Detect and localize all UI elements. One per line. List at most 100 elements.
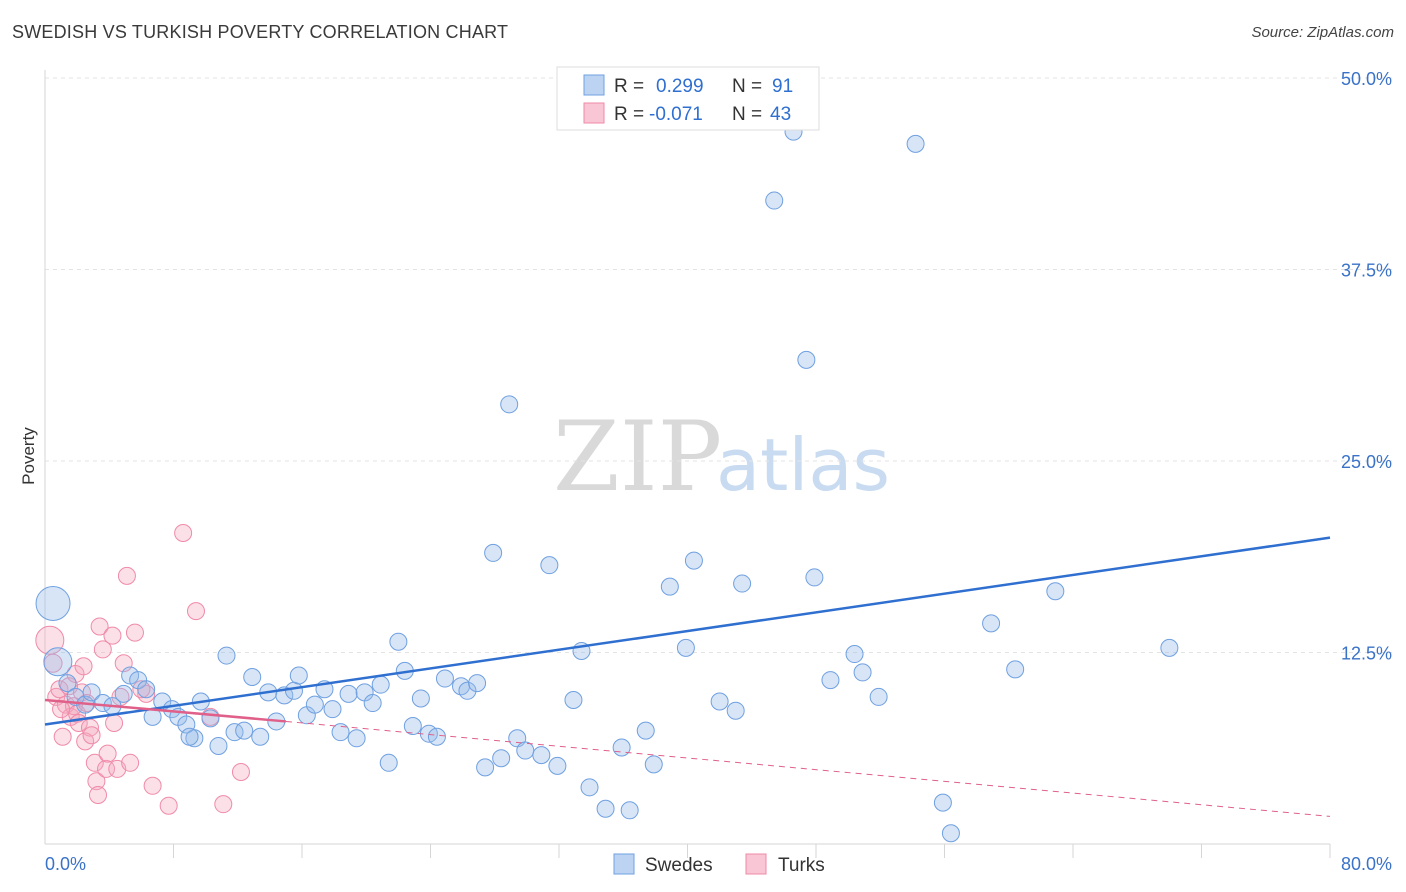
series-legend-swatch-swedes (613, 853, 635, 875)
swedes-point (941, 824, 960, 843)
turks-point (87, 772, 106, 791)
turks-point (53, 727, 72, 746)
swedes-point (347, 729, 366, 748)
swedes-point (1006, 660, 1025, 679)
swedes-point (476, 758, 495, 777)
series-legend-swatch-turks (745, 853, 767, 875)
swedes-point (217, 646, 236, 665)
swedes-point (933, 793, 952, 812)
swedes-point (733, 574, 752, 593)
swedes-point (339, 684, 358, 703)
legend-swatch-turks (583, 102, 605, 124)
x-tick-marks (173, 844, 1331, 858)
swedes-point (93, 694, 112, 713)
legend-n-label-swedes: N = (732, 76, 762, 97)
swedes-point (235, 721, 254, 740)
turks-point (74, 657, 93, 676)
y-tick-label-2: 37.5% (1341, 261, 1392, 281)
swedes-point (500, 395, 519, 414)
swedes-point (331, 723, 350, 742)
swedes-point (289, 666, 308, 685)
legend-r-value-turks: -0.071 (649, 104, 703, 125)
swedes-point (548, 756, 567, 775)
swedes-point (580, 778, 599, 797)
legend-n-label-turks: N = (732, 104, 762, 125)
series-legend: Swedes Turks (613, 853, 825, 876)
swedes-point (180, 727, 199, 746)
swedes-point (371, 675, 390, 694)
swedes-point (492, 749, 511, 768)
turks-point (90, 617, 109, 636)
watermark-atlas: atlas (716, 423, 890, 507)
turks-point (103, 626, 122, 645)
swedes-point (765, 191, 784, 210)
swedes-point (389, 632, 408, 651)
turks-point (89, 785, 108, 804)
legend-r-label-turks: R = (614, 104, 644, 125)
swedes-point (684, 551, 703, 570)
turks-point (85, 753, 104, 772)
swedes-point (484, 543, 503, 562)
turks-point (159, 796, 178, 815)
swedes-trend-line (44, 536, 1331, 726)
legend-n-value-swedes: 91 (772, 76, 793, 97)
swedes-point (982, 614, 1001, 633)
turks-point (82, 726, 101, 745)
swedes-point (58, 674, 77, 693)
swedes-point (596, 799, 615, 818)
grid-lines (45, 77, 1392, 653)
x-tick-label-min: 0.0% (45, 854, 86, 874)
swedes-point (435, 669, 454, 688)
legend-n-value-turks: 43 (770, 104, 791, 125)
watermark-zip: ZIP (553, 401, 722, 513)
y-tick-label-3: 50.0% (1341, 69, 1392, 89)
swedes-point (906, 134, 925, 153)
turks-point (117, 566, 136, 585)
swedes-point (726, 701, 745, 720)
turks-point (52, 700, 71, 719)
y-tick-label-0: 12.5% (1341, 644, 1392, 664)
swedes-point (305, 695, 324, 714)
swedes-point (821, 671, 840, 690)
swedes-point (458, 681, 477, 700)
swedes-point (35, 585, 71, 621)
x-tick-label-max: 80.0% (1341, 854, 1392, 874)
swedes-point (209, 736, 228, 755)
legend-r-label-swedes: R = (614, 76, 644, 97)
swedes-point (468, 674, 487, 693)
turks-point (174, 524, 193, 543)
swedes-point (612, 738, 631, 757)
swedes-point (363, 694, 382, 713)
series-legend-label-turks: Turks (778, 855, 825, 876)
swedes-point (869, 687, 888, 706)
swedes-point (284, 681, 303, 700)
swedes-point (564, 690, 583, 709)
swedes-point (532, 746, 551, 765)
legend-r-value-swedes: 0.299 (656, 76, 704, 97)
swedes-point (379, 753, 398, 772)
legend-swatch-swedes (583, 74, 605, 96)
swedes-point (243, 668, 262, 687)
turks-point (143, 776, 162, 795)
swedes-point (516, 741, 535, 760)
turks-point (214, 795, 233, 814)
swedes-point (1046, 582, 1065, 601)
y-axis-label: Poverty (19, 427, 38, 485)
swedes-point (853, 663, 872, 682)
swedes-point (540, 556, 559, 575)
swedes-point (620, 801, 639, 820)
turks-point (121, 753, 140, 772)
turks-point (105, 713, 124, 732)
swedes-point (1160, 638, 1179, 657)
y-tick-labels: 12.5% 25.0% 37.5% 50.0% (1341, 69, 1392, 664)
swedes-point (323, 700, 342, 719)
chart-source: Source: ZipAtlas.com (1251, 24, 1394, 41)
turks-point (125, 623, 144, 642)
chart-title: SWEDISH VS TURKISH POVERTY CORRELATION C… (12, 22, 509, 42)
swedes-point (137, 680, 156, 699)
turks-point (93, 640, 112, 659)
swedes-point (43, 647, 73, 677)
correlation-legend: R = 0.299 N = 91 R = -0.071 N = 43 (556, 66, 820, 131)
turks-point (231, 762, 250, 781)
